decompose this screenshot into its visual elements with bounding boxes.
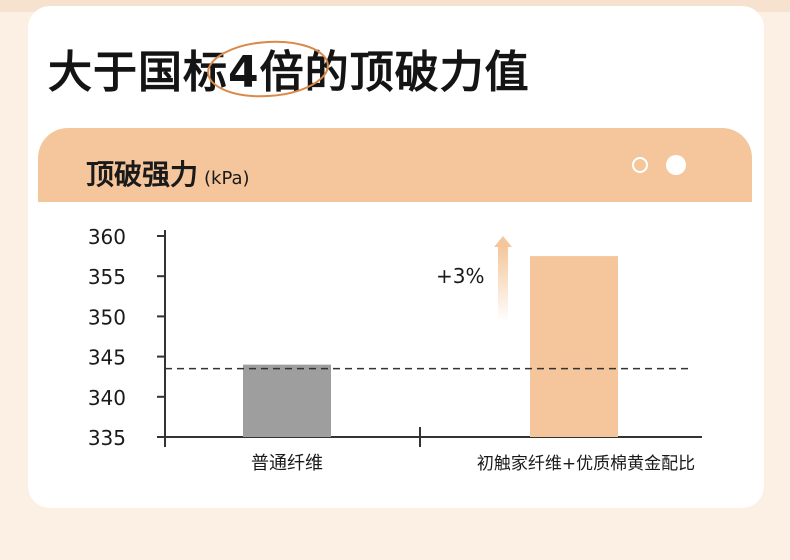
increase-annotation: +3% bbox=[436, 264, 485, 288]
x-category-label: 初触家纤维+优质棉黄金配比 bbox=[477, 454, 695, 474]
chart-unit: (kPa) bbox=[204, 168, 250, 189]
bar-regular-fiber bbox=[243, 364, 331, 437]
x-category-label: 普通纤维 bbox=[251, 453, 323, 474]
content-card bbox=[28, 6, 764, 508]
y-tick-label: 350 bbox=[88, 305, 126, 329]
y-tick-label: 335 bbox=[88, 426, 126, 450]
y-tick-label: 345 bbox=[88, 346, 126, 370]
increase-arrow-head bbox=[494, 236, 512, 247]
y-tick-label: 360 bbox=[88, 225, 126, 249]
y-tick-label: 340 bbox=[88, 386, 126, 410]
chart-title-text: 顶破强力 bbox=[86, 158, 199, 191]
bar-premium-blend bbox=[530, 256, 618, 437]
chart-title: 顶破强力 (kPa) bbox=[86, 153, 250, 193]
carousel-dot-outline[interactable] bbox=[632, 157, 648, 173]
y-tick-label: 355 bbox=[88, 265, 126, 289]
increase-arrow-shaft bbox=[498, 246, 508, 319]
carousel-dot-active[interactable] bbox=[666, 155, 686, 175]
